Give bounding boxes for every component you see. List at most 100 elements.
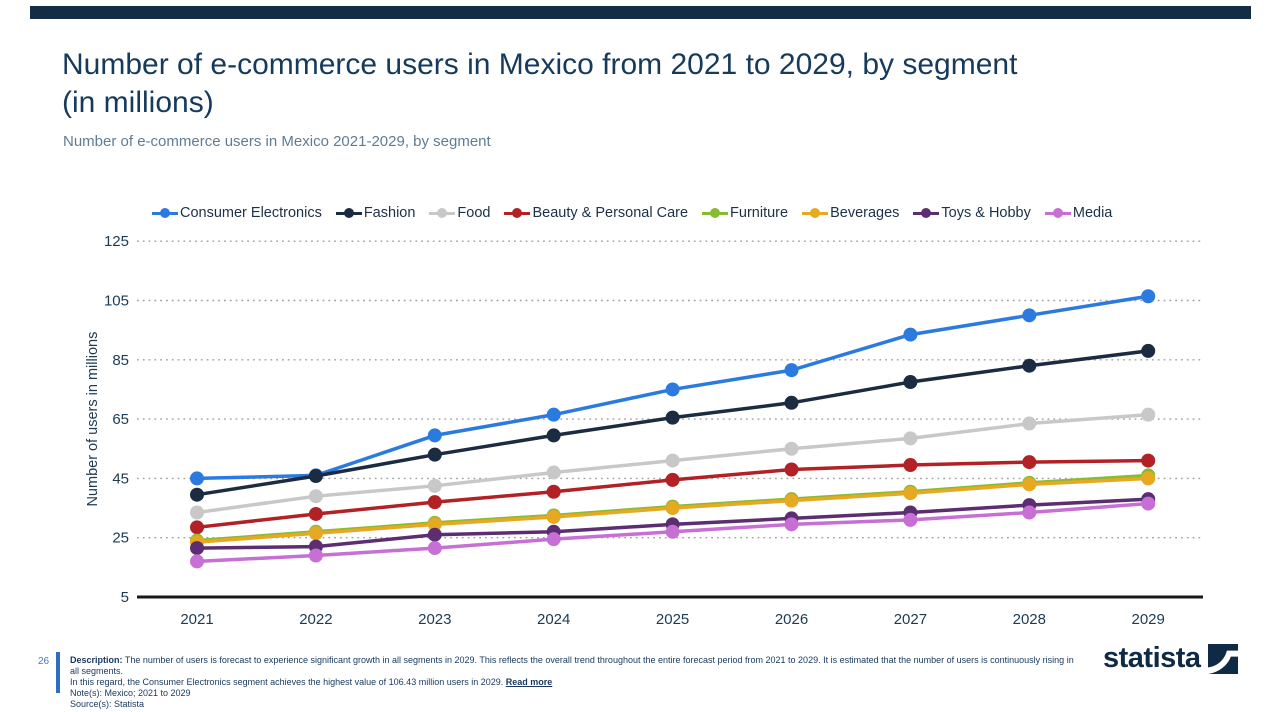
y-tick-label: 85 — [112, 352, 129, 369]
data-point — [1141, 407, 1156, 422]
data-point — [1022, 416, 1037, 431]
legend-item-beverages: Beverages — [802, 205, 899, 221]
chart-legend: Consumer Electronics Fashion Food Beauty & … — [152, 205, 1112, 221]
data-point — [665, 410, 680, 425]
x-tick-label: 2022 — [299, 611, 332, 628]
data-point — [427, 527, 442, 542]
legend-label: Beverages — [830, 205, 900, 221]
data-point — [546, 532, 561, 547]
data-point — [784, 462, 799, 477]
legend-label: Media — [1072, 205, 1113, 221]
description-line2: In this regard, the Consumer Electronics… — [70, 677, 504, 687]
data-point — [784, 493, 799, 508]
data-point — [1141, 453, 1156, 468]
legend-item-media: Media — [1044, 205, 1113, 221]
legend-label: Consumer Electronics — [180, 205, 322, 221]
data-point — [546, 484, 561, 499]
description-block: Description: The number of users is fore… — [70, 655, 1074, 709]
data-point — [190, 471, 204, 486]
legend-marker-icon — [1044, 206, 1071, 220]
legend-item-consumer-electronics: Consumer Electronics — [152, 205, 322, 221]
data-point — [784, 395, 799, 410]
data-point — [546, 509, 561, 524]
data-point — [784, 441, 799, 456]
description-text: The number of users is forecast to exper… — [70, 655, 1074, 676]
data-point — [546, 407, 561, 422]
chart-subtitle: Number of e-commerce users in Mexico 202… — [63, 133, 491, 150]
data-point — [427, 495, 442, 510]
x-tick-label: 2024 — [537, 611, 570, 628]
data-point — [903, 431, 918, 446]
data-point — [1022, 477, 1037, 492]
data-point — [1141, 289, 1156, 304]
x-tick-label: 2026 — [775, 611, 808, 628]
statista-logo-icon — [1207, 643, 1238, 674]
data-point — [190, 541, 204, 556]
data-point — [427, 541, 442, 556]
data-point — [190, 505, 204, 520]
data-point — [1141, 471, 1156, 486]
data-point — [546, 465, 561, 480]
legend-marker-icon — [152, 206, 178, 220]
y-tick-label: 65 — [112, 411, 129, 428]
notes-line: Note(s): Mexico; 2021 to 2029 — [70, 688, 191, 698]
legend-item-food: Food — [429, 205, 490, 221]
data-point — [190, 487, 204, 502]
data-point — [1022, 455, 1037, 470]
data-point — [427, 447, 442, 462]
data-point — [308, 506, 323, 521]
data-point — [784, 363, 799, 378]
footer-accent-bar — [56, 652, 60, 693]
data-point — [665, 524, 680, 539]
data-point — [665, 453, 680, 468]
data-point — [1141, 343, 1156, 358]
x-tick-label: 2023 — [418, 611, 451, 628]
legend-marker-icon — [913, 206, 940, 220]
statista-logo-text: statista — [1103, 642, 1201, 674]
data-point — [190, 554, 204, 569]
y-tick-label: 105 — [104, 293, 129, 310]
legend-label: Fashion — [363, 205, 416, 221]
data-point — [1022, 505, 1037, 520]
y-tick-label: 125 — [104, 233, 129, 250]
data-point — [308, 548, 323, 563]
legend-label: Toys & Hobby — [941, 205, 1031, 221]
read-more-link[interactable]: Read more — [505, 677, 553, 687]
data-point — [308, 469, 323, 484]
data-point — [665, 501, 680, 516]
legend-label: Food — [457, 205, 491, 221]
data-point — [903, 512, 918, 527]
legend-marker-icon — [504, 206, 531, 220]
legend-item-fashion: Fashion — [335, 205, 416, 221]
legend-label: Furniture — [730, 205, 789, 221]
page-title: Number of e-commerce users in Mexico fro… — [62, 46, 1232, 122]
legend-marker-icon — [702, 206, 729, 220]
data-point — [308, 526, 323, 541]
data-point — [190, 520, 204, 535]
data-point — [903, 458, 918, 473]
legend-marker-icon — [335, 206, 362, 220]
legend-item-furniture: Furniture — [702, 205, 788, 221]
x-tick-label: 2025 — [656, 611, 689, 628]
legend-marker-icon — [802, 206, 829, 220]
data-point — [665, 382, 680, 397]
y-axis-title: Number of users in millions — [85, 332, 101, 507]
y-tick-label: 25 — [112, 530, 129, 547]
data-point — [903, 375, 918, 390]
legend-marker-icon — [429, 206, 456, 220]
footer-notes: Description: The number of users is fore… — [70, 655, 1085, 710]
y-tick-label: 45 — [112, 470, 129, 487]
legend-item-toys-hobby: Toys & Hobby — [913, 205, 1031, 221]
data-point — [903, 486, 918, 501]
data-point — [665, 472, 680, 487]
x-tick-label: 2021 — [180, 611, 213, 628]
data-point — [427, 428, 442, 443]
page-title-line2: (in millions) — [62, 86, 214, 119]
data-point — [546, 428, 561, 443]
sources-line: Source(s): Statista — [70, 699, 145, 709]
line-chart: 5 25 45 65 85 105 125 Number of users in millio… — [85, 233, 1203, 628]
data-point — [1141, 496, 1156, 511]
description-label: Description: — [70, 655, 123, 665]
statista-logo: statista — [1103, 642, 1238, 675]
legend-item-beauty-personal-care: Beauty & Personal Care — [504, 205, 688, 221]
